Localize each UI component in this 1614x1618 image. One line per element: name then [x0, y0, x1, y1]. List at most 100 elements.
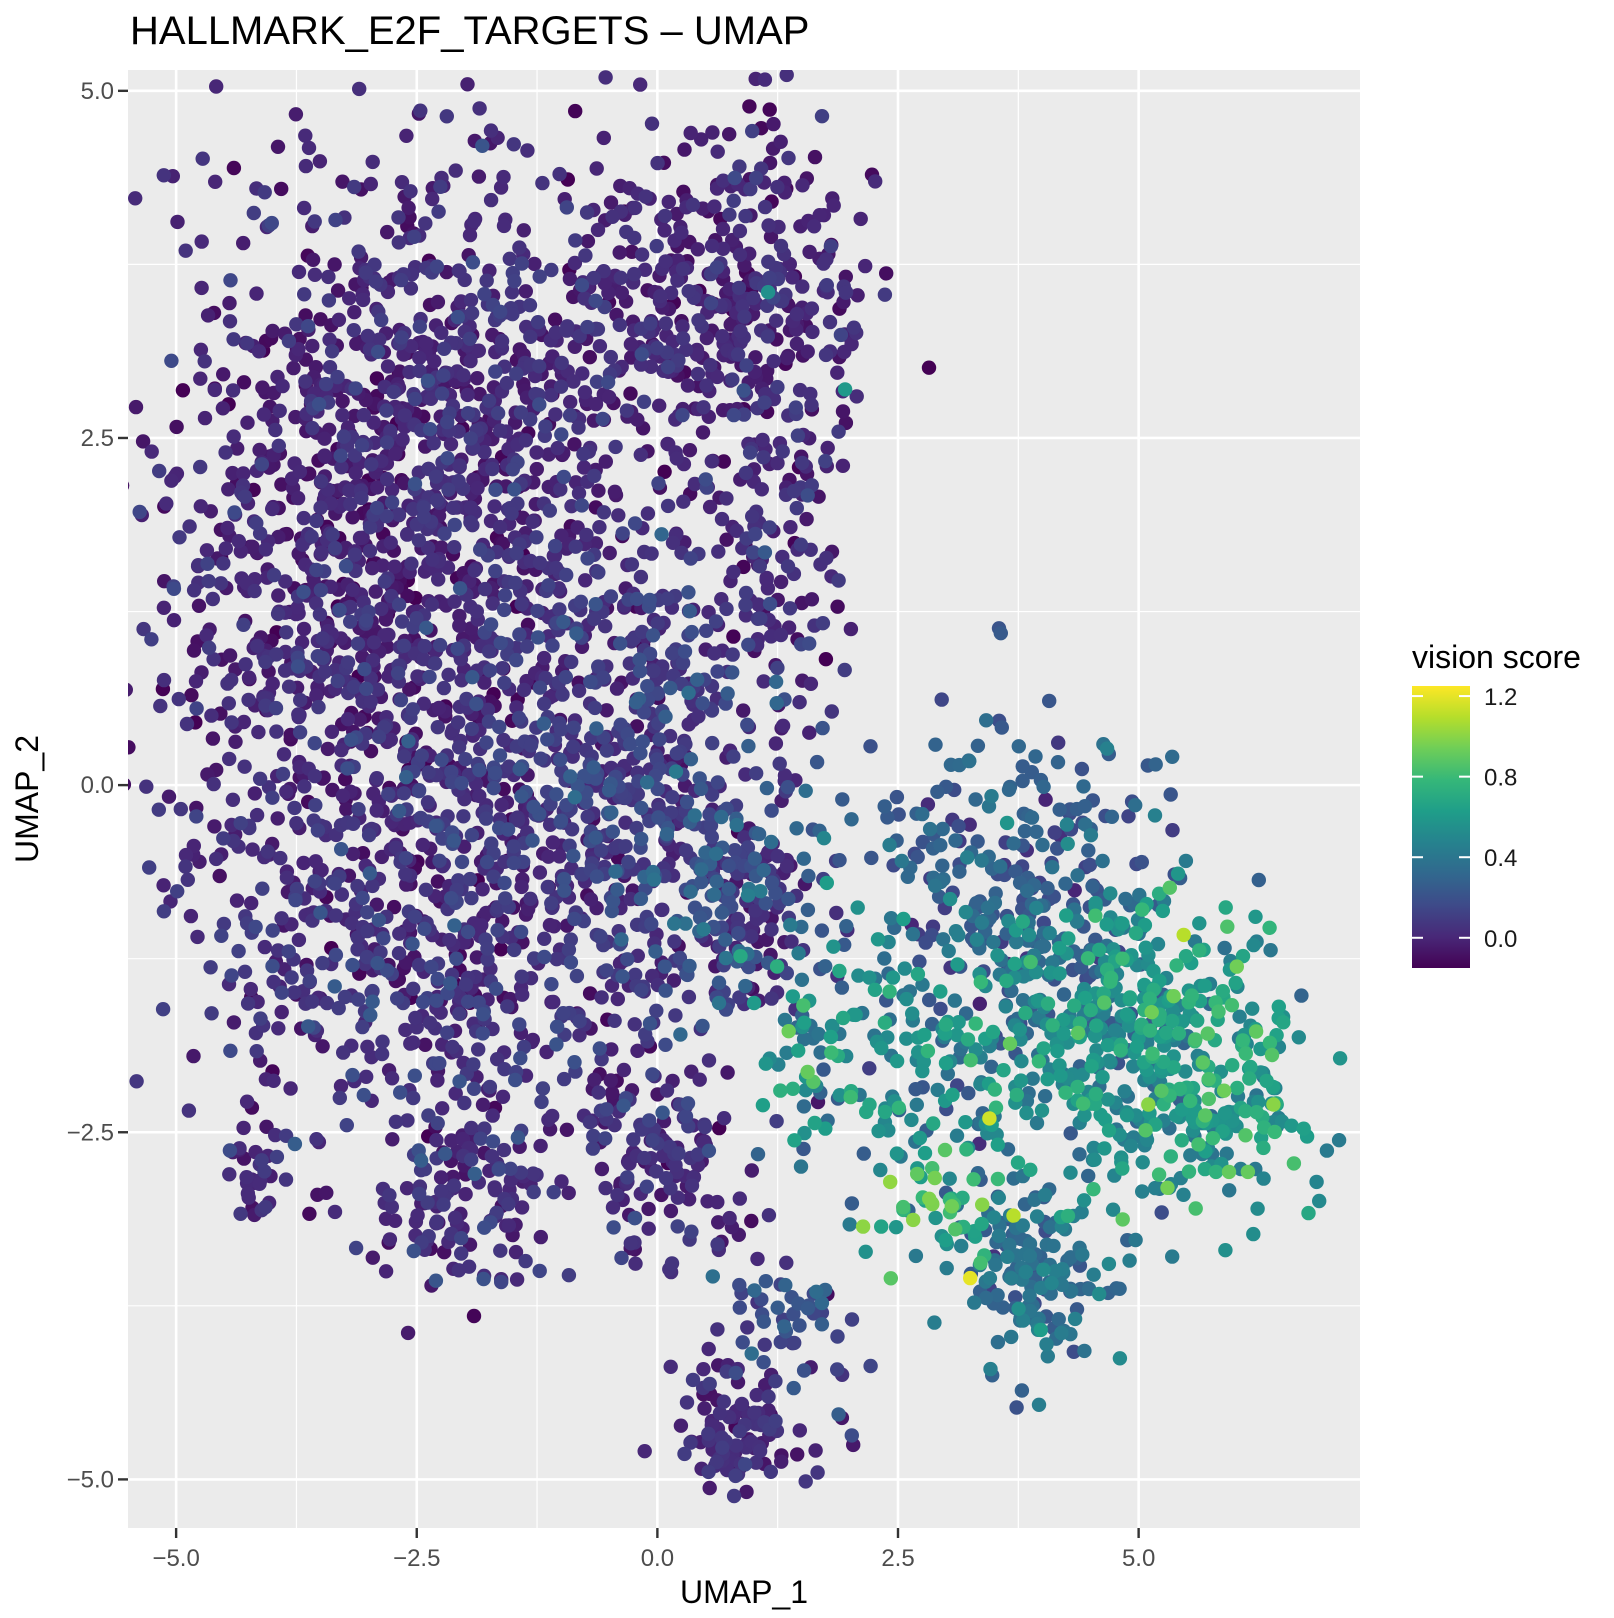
scatter-point — [532, 359, 547, 374]
scatter-point — [379, 509, 394, 524]
scatter-point — [340, 655, 356, 670]
scatter-point — [1012, 1022, 1027, 1037]
scatter-point — [652, 398, 667, 413]
scatter-point — [846, 320, 862, 335]
scatter-point — [660, 591, 675, 606]
scatter-point — [475, 1026, 490, 1041]
scatter-point — [649, 1003, 664, 1018]
scatter-point — [395, 432, 410, 447]
scatter-point — [718, 950, 733, 966]
scatter-point — [201, 574, 216, 589]
scatter-point — [315, 631, 330, 646]
scatter-point — [333, 1078, 349, 1094]
scatter-point — [454, 1246, 469, 1261]
scatter-point — [562, 271, 578, 287]
scatter-point — [449, 951, 464, 966]
scatter-point — [413, 103, 428, 118]
scatter-point — [1178, 949, 1194, 964]
scatter-point — [178, 243, 193, 258]
scatter-point — [566, 374, 581, 389]
scatter-point — [1084, 1059, 1099, 1074]
scatter-point — [668, 764, 684, 779]
scatter-point — [587, 700, 603, 716]
scatter-point — [807, 149, 823, 165]
scatter-point — [447, 540, 462, 555]
scatter-point — [400, 1325, 416, 1341]
scatter-point — [622, 736, 638, 752]
scatter-point — [375, 1034, 390, 1049]
scatter-point — [321, 293, 337, 308]
scatter-point — [720, 686, 735, 701]
scatter-point — [1155, 903, 1171, 919]
scatter-point — [394, 175, 410, 190]
scatter-point — [515, 987, 530, 1002]
scatter-point — [637, 262, 653, 277]
scatter-point — [599, 963, 614, 978]
scatter-point — [899, 1031, 914, 1046]
scatter-point — [401, 200, 416, 215]
scatter-point — [586, 270, 601, 286]
scatter-point — [658, 983, 673, 998]
scatter-point — [153, 698, 168, 714]
scatter-point — [591, 565, 606, 580]
scatter-point — [709, 260, 725, 275]
scatter-point — [922, 821, 938, 837]
scatter-point — [710, 1322, 725, 1337]
scatter-point — [408, 1010, 423, 1026]
scatter-point — [486, 869, 501, 884]
scatter-point — [692, 910, 708, 925]
scatter-point — [171, 691, 186, 707]
scatter-point — [769, 1114, 784, 1129]
scatter-point — [671, 1146, 686, 1161]
scatter-point — [289, 317, 304, 332]
scatter-point — [669, 746, 685, 761]
scatter-point — [632, 663, 648, 679]
scatter-point — [128, 399, 144, 415]
scatter-point — [677, 142, 692, 157]
scatter-point — [1072, 1147, 1087, 1162]
scatter-point — [604, 805, 619, 820]
scatter-point — [360, 328, 375, 344]
scatter-point — [710, 1194, 725, 1210]
scatter-point — [399, 770, 414, 785]
scatter-point — [199, 628, 214, 643]
scatter-point — [1101, 1256, 1117, 1272]
scatter-point — [553, 379, 569, 394]
scatter-point — [746, 545, 761, 560]
scatter-point — [398, 851, 414, 866]
scatter-point — [236, 617, 251, 632]
scatter-point — [599, 1102, 614, 1117]
scatter-point — [726, 1488, 742, 1504]
scatter-point — [355, 1019, 370, 1035]
scatter-point — [948, 833, 963, 848]
scatter-point — [274, 911, 289, 926]
scatter-point — [346, 679, 362, 695]
scatter-point — [779, 859, 795, 874]
scatter-point — [634, 624, 650, 640]
scatter-point — [742, 99, 757, 114]
scatter-point — [810, 1465, 825, 1480]
scatter-point — [1036, 779, 1051, 794]
scatter-point — [710, 1237, 725, 1252]
scatter-point — [816, 831, 832, 846]
scatter-point — [313, 500, 328, 515]
scatter-point — [1015, 773, 1030, 789]
scatter-point — [933, 1001, 948, 1017]
scatter-point — [1069, 914, 1085, 929]
scatter-point — [811, 489, 826, 504]
scatter-point — [257, 1164, 272, 1179]
scatter-point — [703, 295, 719, 311]
scatter-point — [910, 966, 926, 982]
scatter-point — [910, 849, 925, 865]
scatter-point — [291, 707, 306, 722]
scatter-point — [266, 1073, 281, 1089]
scatter-point — [1175, 1014, 1190, 1029]
scatter-point — [1121, 809, 1136, 824]
scatter-point — [891, 807, 906, 822]
scatter-point — [325, 782, 340, 798]
scatter-point — [680, 1096, 696, 1111]
scatter-point — [642, 592, 657, 608]
scatter-point — [603, 349, 618, 365]
scatter-point — [1192, 916, 1207, 931]
scatter-point — [1099, 741, 1115, 756]
